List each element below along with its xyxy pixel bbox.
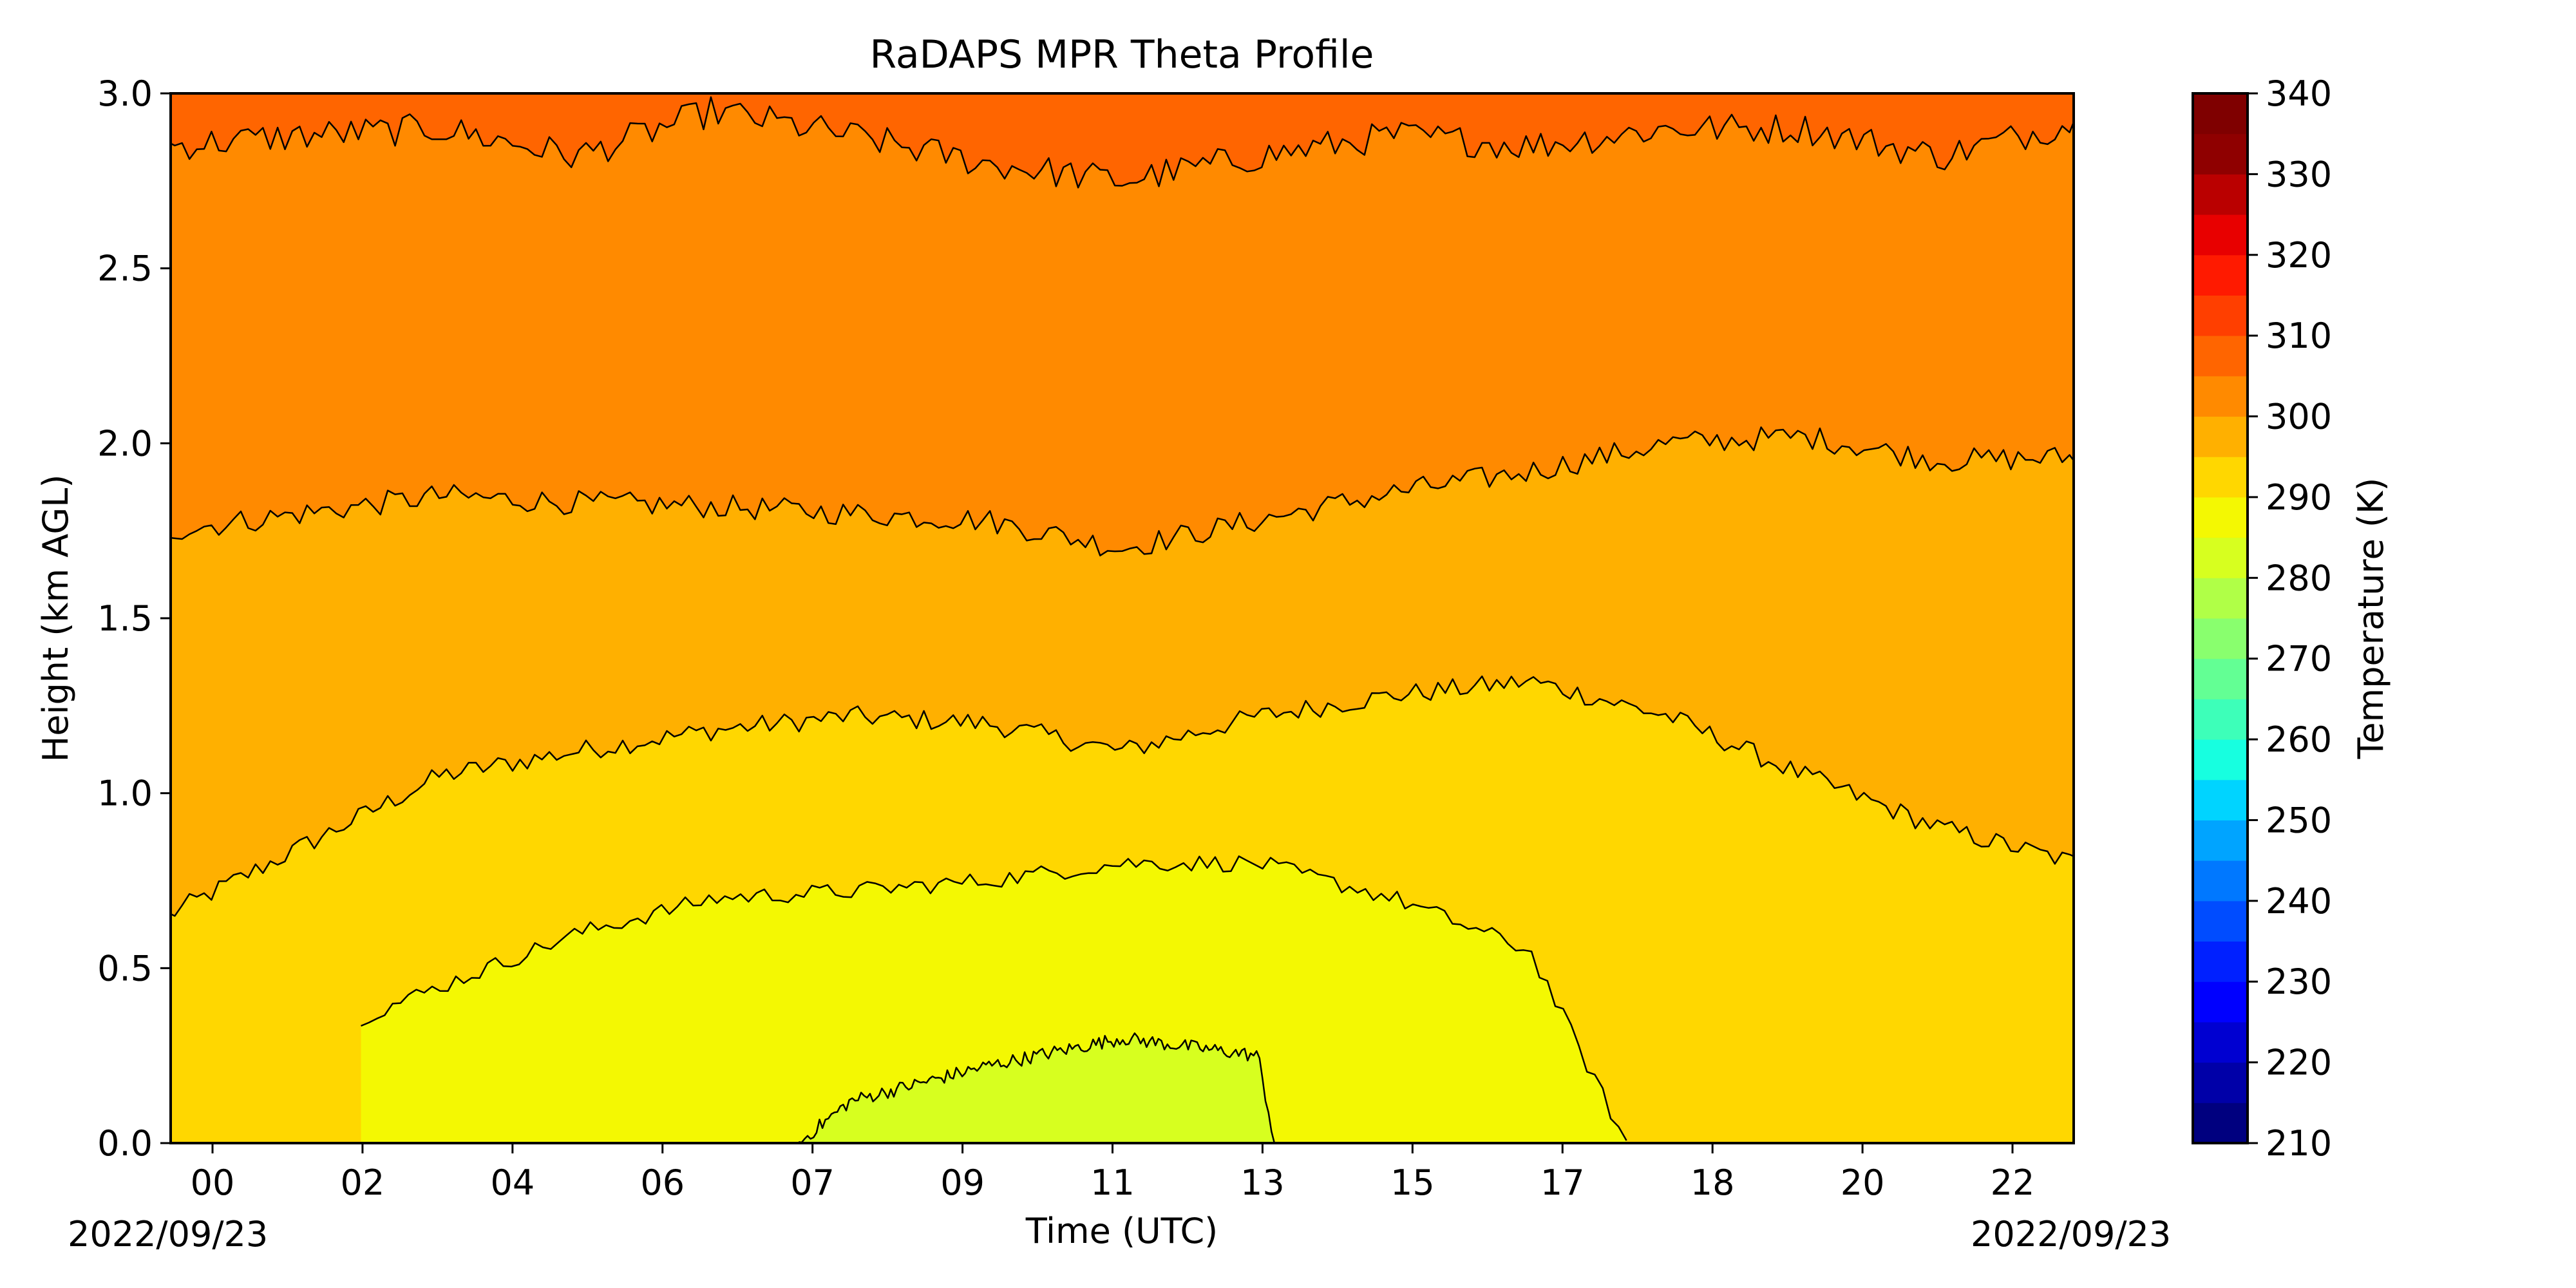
- x-tick-label-11: 20: [1841, 1162, 1885, 1203]
- x-tick-label-0: 00: [191, 1162, 235, 1203]
- colorbar-segment-290: [2193, 457, 2248, 498]
- colorbar-label: Temperature (K): [2351, 478, 2391, 760]
- colorbar-tick-label-220: 220: [2266, 1043, 2332, 1083]
- colorbar-segment-325: [2193, 174, 2248, 215]
- colorbar-tick-label-290: 290: [2266, 477, 2332, 518]
- contour-fill-layer: [171, 93, 2074, 1143]
- colorbar-segment-230: [2193, 941, 2248, 982]
- x-tick-label-3: 06: [640, 1162, 685, 1203]
- colorbar-segment-210: [2193, 1103, 2248, 1144]
- y-axis-label: Height (km AGL): [35, 475, 76, 762]
- colorbar-tick-label-270: 270: [2266, 639, 2332, 679]
- colorbar-segment-270: [2193, 618, 2248, 659]
- colorbar-segment-220: [2193, 1021, 2248, 1063]
- colorbar-ticks: 210 220 230 240 250 260 270 280 290 300 310 320 330 3…: [2248, 73, 2332, 1164]
- y-tick-label-0.5: 0.5: [97, 948, 153, 989]
- y-tick-label-1.0: 1.0: [97, 773, 153, 814]
- contour-line-layer: [171, 96, 2074, 1143]
- colorbar-tick-label-240: 240: [2266, 881, 2332, 922]
- colorbar-frame: [2192, 92, 2249, 1144]
- colorbar-segment-225: [2193, 981, 2248, 1023]
- y-tick-label-0.0: 0.0: [97, 1123, 153, 1164]
- colorbar-segment-280: [2193, 537, 2248, 578]
- colorbar-tick-label-250: 250: [2266, 800, 2332, 840]
- colorbar-tick-label-330: 330: [2266, 154, 2332, 194]
- colorbar-tick-label-230: 230: [2266, 961, 2332, 1002]
- colorbar-segment-250: [2193, 779, 2248, 820]
- y-tick-label-1.5: 1.5: [97, 598, 153, 639]
- colorbar-tick-label-300: 300: [2266, 397, 2332, 437]
- y-tick-label-3.0: 3.0: [97, 73, 153, 114]
- colorbar: [2193, 93, 2248, 1144]
- colorbar-tick-label-210: 210: [2266, 1123, 2332, 1164]
- colorbar-segment-275: [2193, 578, 2248, 619]
- contour-line-310: [171, 96, 2074, 189]
- colorbar-tick-label-340: 340: [2266, 73, 2332, 114]
- x-axis: 00 02 04 06 07 09 11 13 15 17 18 20 22: [191, 1143, 2035, 1203]
- contour-region-280-285: [799, 1033, 1274, 1143]
- colorbar-segment-245: [2193, 820, 2248, 861]
- colorbar-segment-320: [2193, 214, 2248, 256]
- colorbar-tick-label-280: 280: [2266, 558, 2332, 598]
- x-tick-label-12: 22: [1991, 1162, 2035, 1203]
- x-tick-label-2: 04: [490, 1162, 535, 1203]
- colorbar-segment-335: [2193, 93, 2248, 135]
- colorbar-segment-315: [2193, 254, 2248, 296]
- y-tick-label-2.0: 2.0: [97, 423, 153, 464]
- y-tick-label-2.5: 2.5: [97, 249, 153, 289]
- contour-region-305-310: [171, 93, 2074, 188]
- x-tick-label-7: 13: [1240, 1162, 1285, 1203]
- date-start-label: 2022/09/23: [68, 1214, 268, 1255]
- colorbar-segment-285: [2193, 497, 2248, 538]
- colorbar-segment-265: [2193, 658, 2248, 699]
- colorbar-segment-240: [2193, 860, 2248, 902]
- contour-region-285-290: [361, 856, 1627, 1143]
- x-tick-label-5: 09: [940, 1162, 985, 1203]
- contour-region-300-305: [171, 93, 2074, 556]
- x-axis-label: Time (UTC): [1025, 1211, 1218, 1251]
- contour-line-305: [171, 426, 2074, 556]
- contour-region-285-290-line: [361, 855, 1627, 1141]
- colorbar-segment-255: [2193, 739, 2248, 781]
- x-tick-label-9: 17: [1540, 1162, 1585, 1203]
- chart-title: RaDAPS MPR Theta Profile: [870, 32, 1374, 77]
- colorbar-segment-300: [2193, 375, 2248, 417]
- colorbar-segment-330: [2193, 133, 2248, 175]
- colorbar-segment-305: [2193, 336, 2248, 377]
- colorbar-segment-235: [2193, 900, 2248, 942]
- x-tick-label-6: 11: [1090, 1162, 1135, 1203]
- x-tick-label-1: 02: [341, 1162, 385, 1203]
- x-tick-label-10: 18: [1690, 1162, 1735, 1203]
- colorbar-tick-label-310: 310: [2266, 316, 2332, 356]
- colorbar-segment-310: [2193, 295, 2248, 336]
- colorbar-segment-215: [2193, 1062, 2248, 1103]
- colorbar-tick-label-260: 260: [2266, 719, 2332, 760]
- colorbar-tick-label-320: 320: [2266, 235, 2332, 276]
- x-tick-label-8: 15: [1390, 1162, 1435, 1203]
- contour-line-300: [171, 675, 2074, 917]
- colorbar-segment-295: [2193, 416, 2248, 457]
- y-axis: 0.0 0.5 1.0 1.5 2.0 2.5 3.0: [97, 73, 171, 1164]
- x-tick-label-4: 07: [790, 1162, 835, 1203]
- contour-region-280-285-line: [798, 1032, 1276, 1143]
- date-end-label: 2022/09/23: [1971, 1214, 2171, 1255]
- colorbar-segment-260: [2193, 699, 2248, 740]
